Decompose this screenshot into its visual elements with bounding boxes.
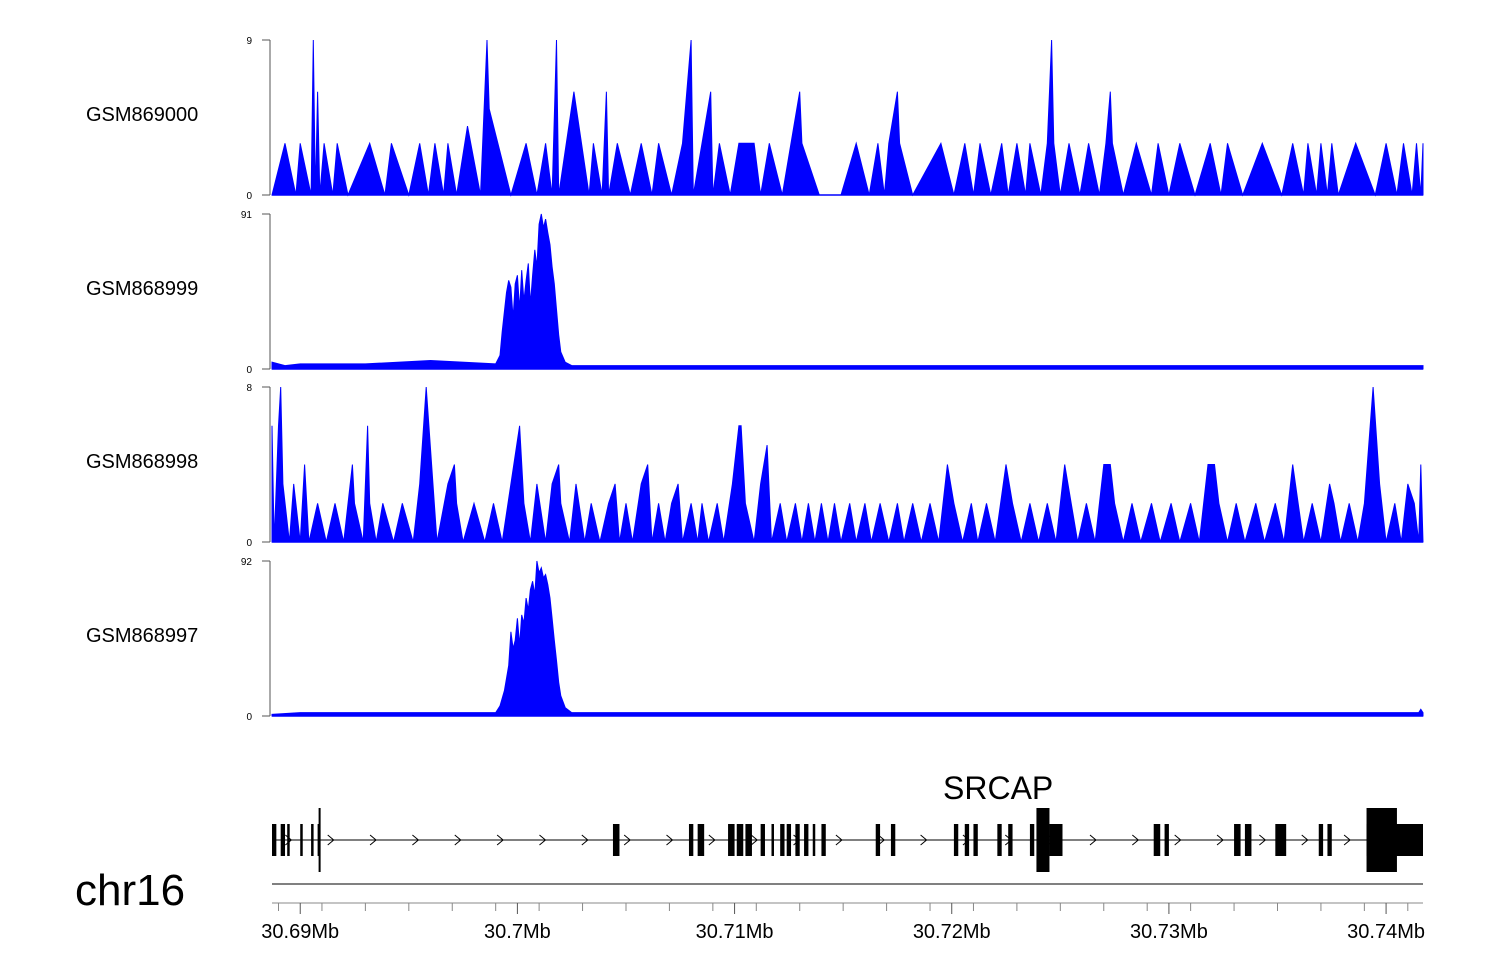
gene-label: SRCAP <box>943 770 1054 806</box>
track-label-GSM868999: GSM868999 <box>86 278 199 300</box>
exon <box>1318 824 1324 856</box>
exon <box>953 824 959 856</box>
exon-utr <box>1049 824 1063 856</box>
exon <box>272 824 277 856</box>
exon <box>688 824 694 856</box>
exon <box>1029 824 1035 856</box>
exon <box>300 824 303 856</box>
track-label-GSM869000: GSM869000 <box>86 104 199 126</box>
y-tick-label-zero-GSM868997: 0 <box>246 712 252 723</box>
strand-arrow <box>877 834 886 846</box>
track-label-GSM868997: GSM868997 <box>86 625 199 647</box>
exon <box>812 824 816 856</box>
exon <box>736 824 744 856</box>
strand-arrow <box>1089 834 1097 846</box>
exon-coding <box>1366 808 1397 872</box>
y-tick-label-zero-GSM868998: 0 <box>246 538 252 549</box>
genome-tick-label: 30.71Mb <box>696 921 774 943</box>
exon <box>612 824 620 856</box>
exon <box>804 824 809 856</box>
exon <box>1234 824 1241 856</box>
exon <box>1008 824 1013 856</box>
exon <box>1275 824 1287 856</box>
exon <box>1164 824 1169 856</box>
strand-arrow <box>1259 834 1267 846</box>
exon-marker <box>318 808 321 872</box>
genome-tick-label: 30.74Mb <box>1347 921 1425 943</box>
y-tick-label-max-GSM869000: 9 <box>246 36 252 47</box>
genome-tick-label: 30.69Mb <box>261 921 339 943</box>
exon <box>795 824 800 856</box>
y-tick-label-zero-GSM869000: 0 <box>246 191 252 202</box>
strand-arrow <box>623 834 631 846</box>
exon <box>875 824 881 856</box>
exon <box>997 824 1002 856</box>
genome-tick-label: 30.7Mb <box>484 921 551 943</box>
strand-arrow <box>666 834 674 846</box>
exon <box>1153 824 1161 856</box>
coverage-area-GSM868998 <box>271 386 1424 543</box>
y-tick-label-max-GSM868998: 8 <box>246 383 252 394</box>
exon-coding <box>1036 808 1050 872</box>
exon <box>821 824 826 856</box>
exon-utr <box>1396 824 1423 856</box>
strand-arrow <box>369 834 377 846</box>
y-tick-label-max-GSM868997: 92 <box>241 557 253 568</box>
exon <box>760 824 765 856</box>
strand-arrow <box>750 834 758 846</box>
strand-arrow <box>1343 834 1351 846</box>
strand-arrow <box>920 834 928 846</box>
exon <box>771 824 774 856</box>
exon <box>280 824 286 856</box>
strand-arrow <box>496 834 504 846</box>
exon <box>728 824 735 856</box>
coverage-area-GSM868997 <box>271 560 1424 717</box>
exon <box>287 824 290 856</box>
strand-arrow <box>1301 834 1309 846</box>
exon <box>973 824 978 856</box>
exon <box>964 824 970 856</box>
y-tick-label-zero-GSM868999: 0 <box>246 365 252 376</box>
coverage-area-GSM869000 <box>271 39 1424 197</box>
exon <box>780 824 785 856</box>
strand-arrow <box>454 834 462 846</box>
exon <box>1327 824 1332 856</box>
exon <box>890 824 896 856</box>
strand-arrow <box>1216 834 1224 846</box>
strand-arrow <box>581 834 589 846</box>
exon <box>697 824 705 856</box>
strand-arrow <box>539 834 547 846</box>
strand-arrow <box>835 834 843 846</box>
strand-arrow <box>708 834 716 846</box>
exon <box>311 824 314 856</box>
strand-arrow <box>327 834 335 846</box>
chromosome-label: chr16 <box>75 866 186 915</box>
y-tick-label-max-GSM868999: 91 <box>241 210 253 221</box>
track-label-GSM868998: GSM868998 <box>86 451 199 473</box>
strand-arrow <box>1174 834 1182 846</box>
exon <box>1244 824 1252 856</box>
exon <box>786 824 792 856</box>
exon <box>745 824 752 856</box>
coverage-area-GSM868999 <box>271 213 1424 370</box>
strand-arrow <box>1132 834 1140 846</box>
genome-tick-label: 30.73Mb <box>1130 921 1208 943</box>
strand-arrow <box>412 834 420 846</box>
genome-tick-label: 30.72Mb <box>913 921 991 943</box>
